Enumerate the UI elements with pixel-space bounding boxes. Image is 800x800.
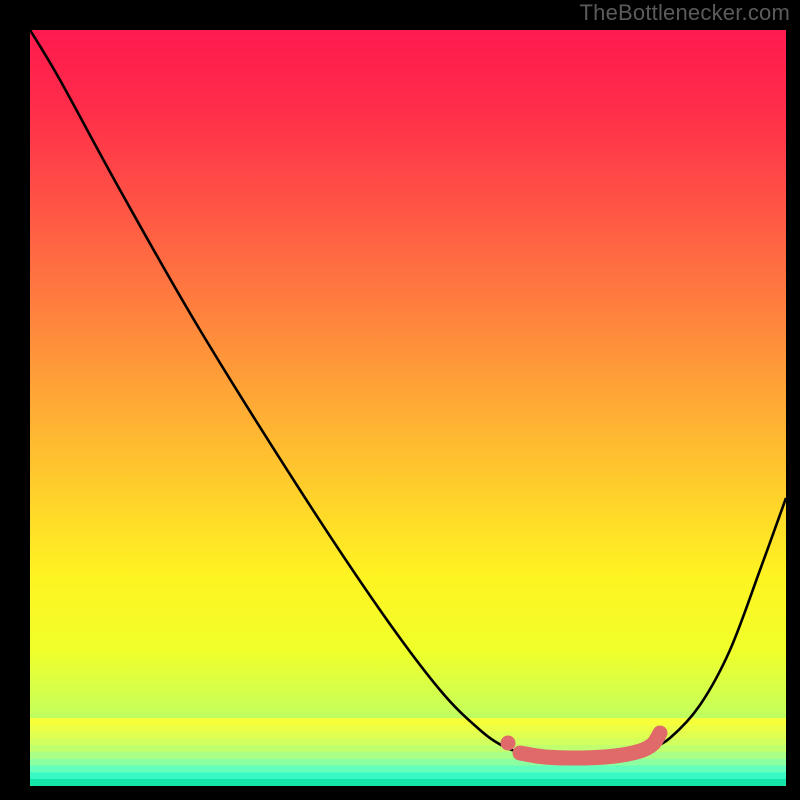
highlight-dot-icon (501, 736, 516, 751)
watermark-label: TheBottlenecker.com (580, 0, 790, 26)
chart-stage: TheBottlenecker.com (0, 0, 800, 800)
highlight-segment (520, 733, 660, 758)
optimal-zone-highlight (0, 0, 800, 800)
